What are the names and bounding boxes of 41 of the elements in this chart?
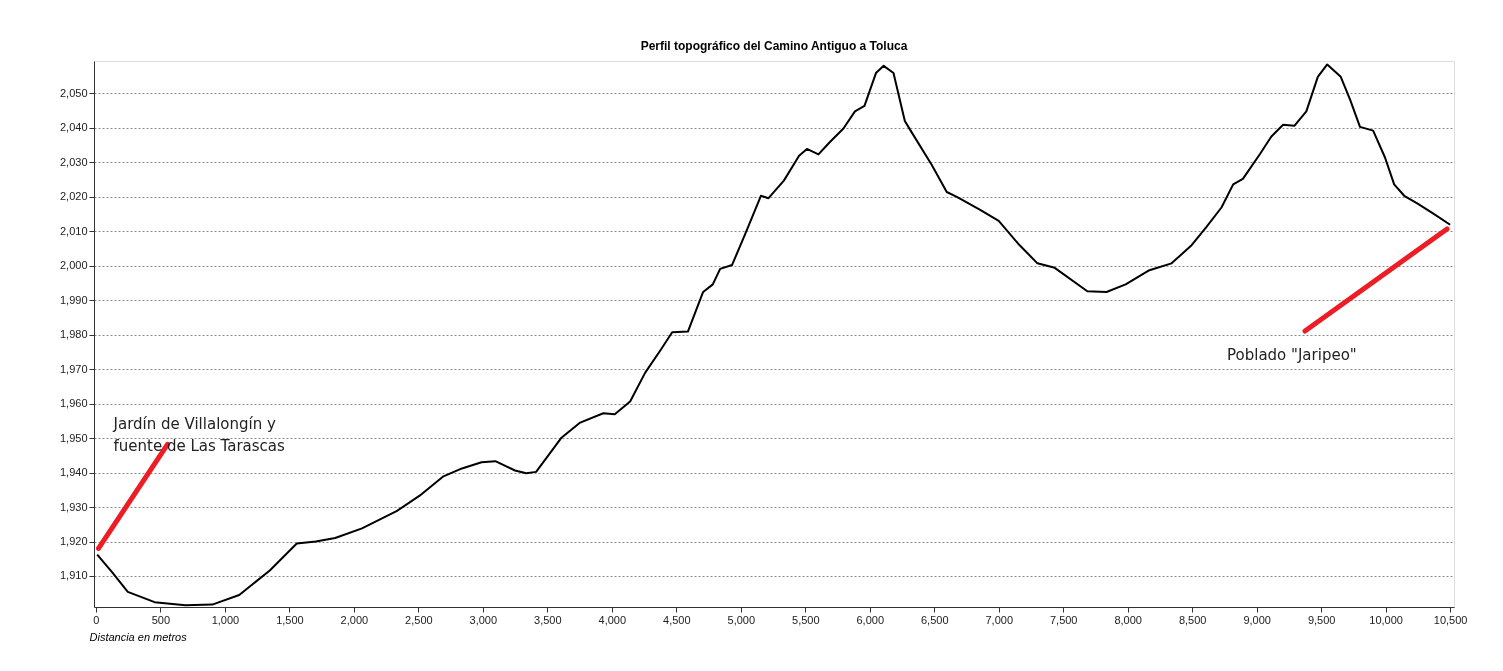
x-axis-title: Distancia en metros <box>89 630 188 643</box>
x-tick-label: 10,000 <box>1369 613 1403 626</box>
x-tick-label: 9,000 <box>1243 613 1271 626</box>
y-tick-label: 1,990 <box>59 293 88 306</box>
annotation: Jardín de Villalongín y fuente de Las Tarascas <box>112 415 286 456</box>
x-tick-label: 7,000 <box>985 613 1013 626</box>
annotation: Poblado "Jaripeo" <box>1227 346 1357 364</box>
y-tick-label: 2,020 <box>59 190 88 203</box>
x-tick-label: 500 <box>151 613 171 626</box>
chart-title: Perfil topográfico del Camino Antiguo a Toluca <box>640 39 908 53</box>
y-tick-label: 2,000 <box>59 259 88 272</box>
y-tick-label: 1,930 <box>59 500 88 513</box>
y-tick-label: 2,010 <box>59 224 88 237</box>
y-tick-label: 1,960 <box>59 397 88 410</box>
x-tick-label: 8,500 <box>1178 613 1207 626</box>
y-tick-label: 1,940 <box>59 466 88 479</box>
y-tick-label: 1,920 <box>59 535 88 548</box>
x-tick-label: 2,500 <box>405 613 433 626</box>
x-tick-label: 4,000 <box>598 613 627 626</box>
x-tick-label: 6,500 <box>920 613 949 626</box>
y-tick-label: 1,910 <box>59 569 88 582</box>
x-tick-label: 1,000 <box>211 613 240 626</box>
x-tick-label: 8,000 <box>1114 613 1142 626</box>
x-tick-label: 5,000 <box>727 613 756 626</box>
x-tick-label: 3,500 <box>534 613 562 626</box>
x-tick-label: 5,500 <box>792 613 820 626</box>
y-tick-label: 1,980 <box>59 328 88 341</box>
y-tick-label: 2,030 <box>59 155 88 168</box>
x-tick-label: 0 <box>93 613 100 626</box>
x-tick-label: 9,500 <box>1307 613 1336 626</box>
x-tick-label: 7,500 <box>1049 613 1078 626</box>
y-tick-label: 1,970 <box>59 362 88 375</box>
x-tick-label: 10,500 <box>1433 613 1468 626</box>
x-tick-label: 1,500 <box>276 613 304 626</box>
y-tick-label: 1,950 <box>59 431 88 444</box>
x-tick-label: 6,000 <box>856 613 885 626</box>
y-tick-label: 2,040 <box>59 121 88 134</box>
x-tick-label: 4,500 <box>663 613 691 626</box>
x-tick-label: 2,000 <box>340 613 369 626</box>
y-tick-label: 2,050 <box>59 86 88 99</box>
x-tick-label: 3,000 <box>469 613 498 626</box>
